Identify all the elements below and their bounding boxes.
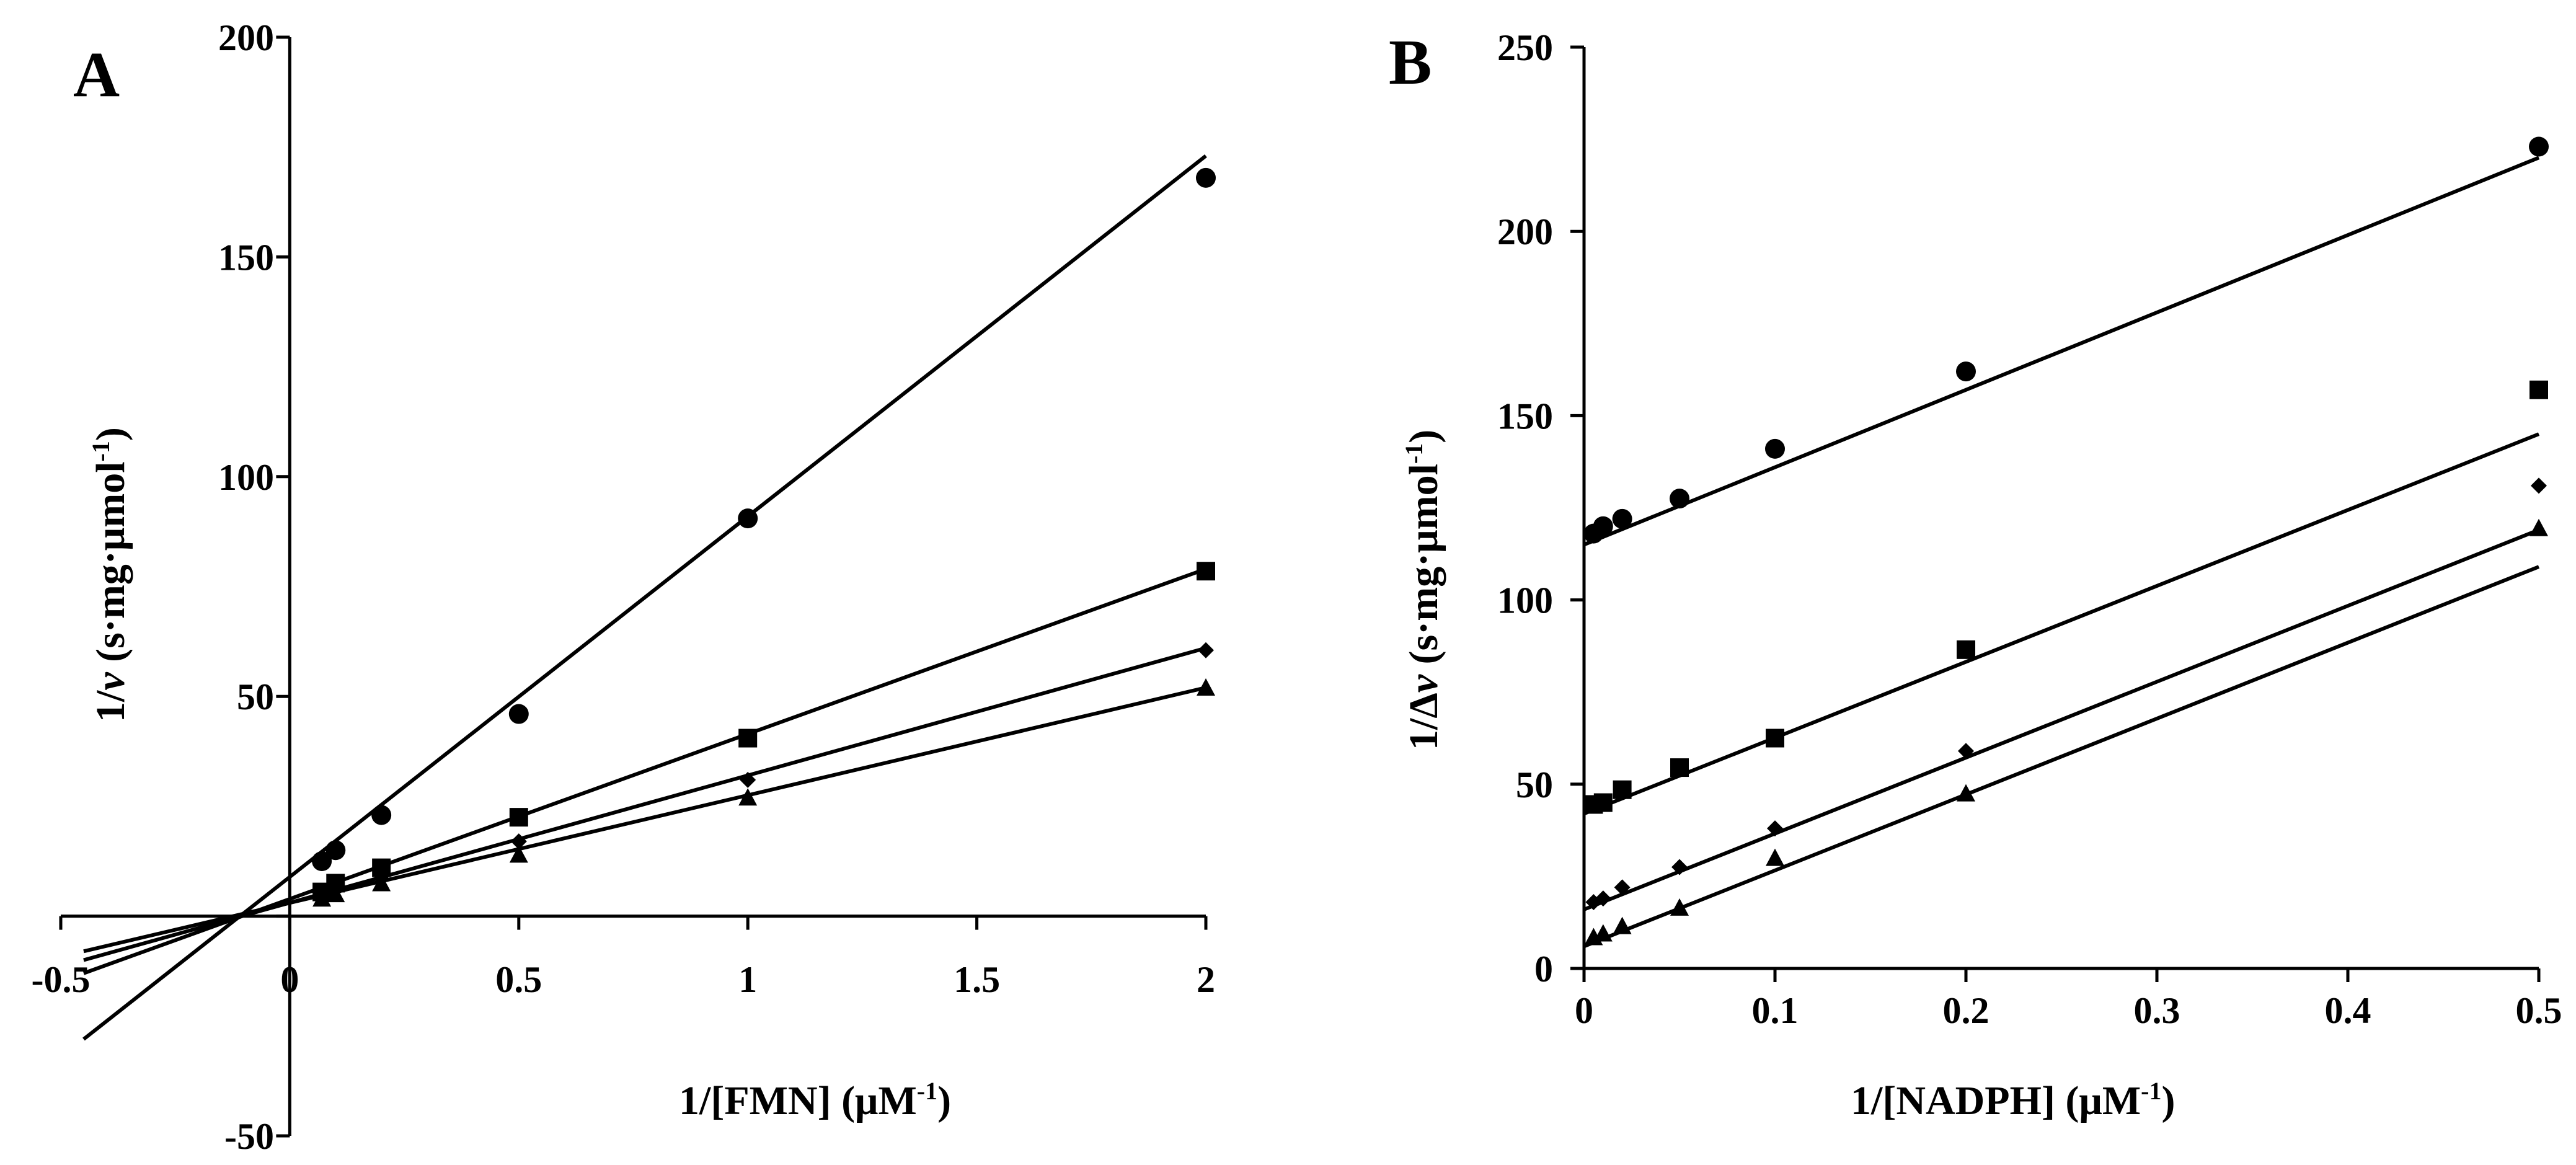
x-tick-label: 0.4: [2325, 990, 2371, 1031]
series-square-point: [1593, 793, 1613, 812]
x-tick-label: -0.5: [32, 959, 91, 1000]
series-triangle-point: [1957, 784, 1975, 802]
series-triangle-point: [372, 874, 391, 892]
series-circle-point: [1670, 489, 1689, 509]
series-diamond-point: [1595, 890, 1611, 907]
panel-a-letter: A: [73, 39, 120, 110]
series-diamond-point: [1671, 859, 1688, 875]
series-diamond-point: [1767, 820, 1783, 837]
series-triangle-point: [326, 885, 345, 903]
series-diamond-point: [1958, 743, 1974, 760]
panel-a-y-axis-label: 1/v (s·mg·μmol-1): [87, 427, 133, 722]
series-circle-point: [1956, 361, 1976, 382]
series-circle-point: [738, 508, 758, 529]
series-diamond-point: [1614, 879, 1631, 896]
series-triangle-point: [1766, 848, 1784, 866]
x-tick-label: 0.2: [1943, 990, 1990, 1031]
x-tick-label: 0.1: [1752, 990, 1799, 1031]
series-square-point: [1766, 729, 1784, 748]
series-triangle-point: [738, 788, 758, 806]
series-triangle-point: [312, 889, 332, 907]
panel-a-x-axis-label: 1/[FMN] (μM-1): [679, 1077, 951, 1123]
x-tick-label: 2: [1197, 959, 1215, 1000]
panel-b-plot: 0 0.1 0.2 0.3 0.4 0.5 0 50 100 150 200 250: [1497, 27, 2562, 1031]
y-tick-label: 100: [218, 457, 274, 498]
y-tick-label: 50: [237, 676, 274, 717]
series-square-point: [1957, 640, 1975, 659]
x-tick-label: 0: [280, 959, 299, 1000]
series-diamond-point: [1198, 642, 1214, 658]
y-tick-label: 50: [1516, 764, 1553, 805]
y-tick-label: 150: [1497, 396, 1553, 436]
series-triangle-point: [1670, 898, 1689, 916]
y-tick-label: 250: [1497, 27, 1553, 68]
series-triangle-point: [2530, 518, 2548, 536]
panel-b-y-axis-label: 1/Δv (s·mg·μmol-1): [1400, 430, 1446, 750]
x-tick-label: 1.5: [954, 959, 1000, 1000]
series-diamond-fit-line: [1583, 528, 2540, 911]
series-square-point: [1197, 562, 1215, 581]
x-tick-label: 0.5: [2516, 990, 2562, 1031]
series-circle-point: [508, 704, 529, 724]
series-triangle-point: [1613, 916, 1632, 934]
series-circle-point: [1765, 438, 1785, 459]
series-circle-point: [1593, 516, 1613, 536]
y-tick-label: 200: [218, 17, 274, 58]
panel-b-letter: B: [1389, 27, 1432, 98]
y-tick-label: 150: [218, 237, 274, 278]
panel-a-plot: -0.5 0 0.5 1 1.5 2 -50 50 100 150 200: [32, 17, 1216, 1157]
series-circle-fit-line: [1583, 156, 2540, 547]
series-triangle-point: [1593, 924, 1613, 942]
y-tick-label: 100: [1497, 580, 1553, 621]
series-square-point: [1613, 780, 1632, 799]
series-circle-point: [1612, 508, 1632, 529]
series-circle-point: [312, 851, 332, 871]
x-tick-label: 0.5: [495, 959, 542, 1000]
series-diamond-point: [740, 771, 756, 788]
series-triangle-fit-line: [1583, 565, 2540, 949]
y-tick-label: 0: [1534, 949, 1553, 990]
series-diamond-point: [510, 833, 527, 850]
series-circle-point: [371, 805, 392, 825]
series-square-fit-line: [1583, 432, 2540, 816]
x-tick-label: 0: [1575, 990, 1593, 1031]
panel-b-x-axis-label: 1/[NADPH] (μM-1): [1851, 1077, 2175, 1123]
series-circle-point: [2529, 136, 2549, 157]
y-tick-label: -50: [224, 1116, 274, 1157]
x-tick-label: 1: [738, 959, 757, 1000]
series-triangle-point: [1197, 678, 1215, 696]
y-tick-label: 200: [1497, 211, 1553, 252]
series-square-point: [1670, 758, 1689, 777]
series-square-point: [2530, 380, 2548, 399]
series-square-point: [738, 729, 758, 748]
series-triangle-fit-line: [83, 686, 1206, 954]
series-triangle-point: [509, 845, 528, 863]
series-circle-point: [1196, 167, 1216, 188]
series-diamond-point: [2531, 477, 2547, 494]
series-circle-fit-line: [82, 154, 1207, 1041]
x-tick-label: 0.3: [2134, 990, 2180, 1031]
series-square-point: [509, 808, 528, 827]
series-circle-point: [325, 840, 346, 861]
